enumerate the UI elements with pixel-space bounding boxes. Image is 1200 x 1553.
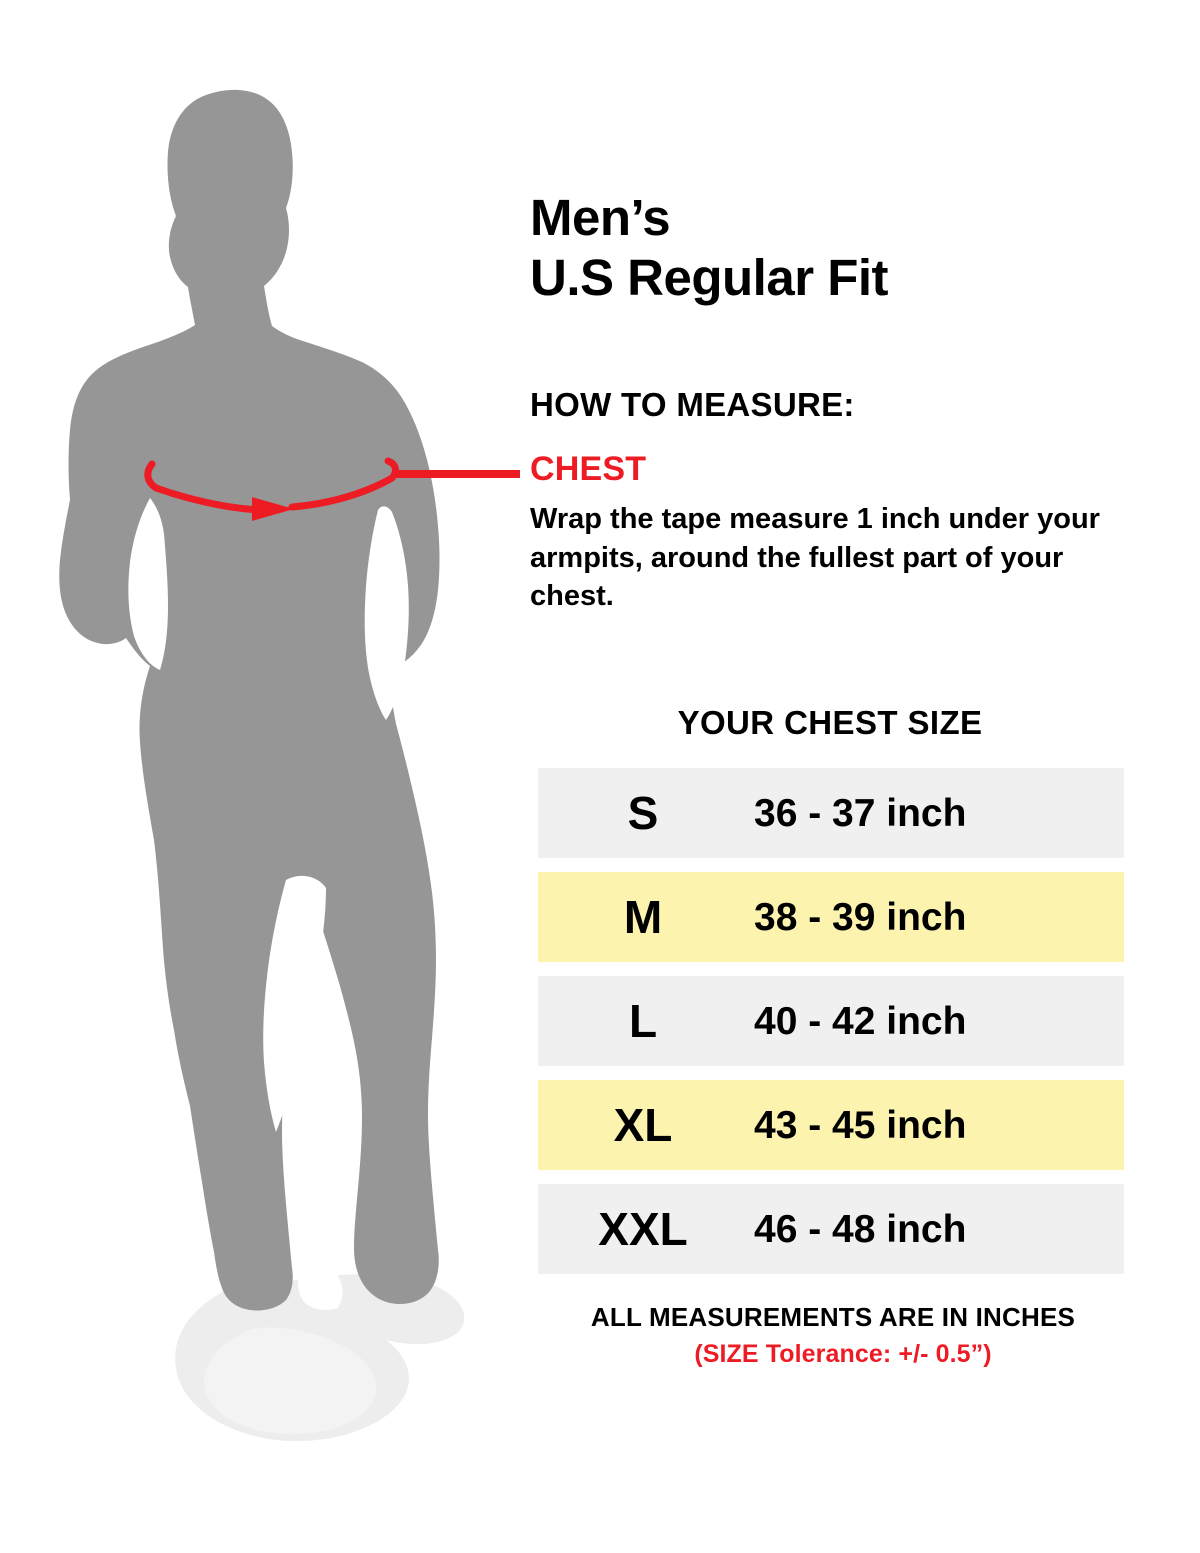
size-label: S [627,787,659,839]
size-value: 38 - 39 inch [754,895,967,939]
size-table: S 36 - 37 inch M 38 - 39 inch L 40 - 42 … [538,768,1124,1288]
size-value: 43 - 45 inch [754,1103,967,1147]
page-title: Men’s U.S Regular Fit [530,188,1150,308]
table-row: XXL 46 - 48 inch [538,1184,1124,1274]
how-to-measure-description: Wrap the tape measure 1 inch under your … [530,503,1100,613]
size-label: L [628,995,658,1047]
size-value: 40 - 42 inch [754,999,967,1043]
table-row: L 40 - 42 inch [538,976,1124,1066]
content-panel: Men’s U.S Regular Fit HOW TO MEASURE: CH… [525,0,1165,1553]
chest-measure-arrow [144,457,520,514]
chest-measure-label: CHEST [530,450,647,488]
figure-shadow [175,1274,465,1442]
table-row: XL 43 - 45 inch [538,1080,1124,1170]
size-label: XXL [598,1203,688,1255]
how-to-measure-heading: HOW TO MEASURE: [530,386,855,423]
size-label: M [623,891,663,943]
table-row: S 36 - 37 inch [538,768,1124,858]
title-line-1: Men’s [530,189,671,246]
male-body-silhouette [59,89,520,1442]
table-row: M 38 - 39 inch [538,872,1124,962]
size-value: 36 - 37 inch [754,791,967,835]
title-line-2: U.S Regular Fit [530,249,889,307]
silhouette-body [59,89,440,1311]
chest-arrow-head [252,497,294,521]
size-table-heading: YOUR CHEST SIZE [677,704,983,741]
size-label: XL [613,1099,673,1151]
size-value: 46 - 48 inch [754,1207,967,1251]
measurements-note: ALL MEASUREMENTS ARE IN INCHES [590,1302,1076,1332]
size-tolerance-note: (SIZE Tolerance: +/- 0.5”) [694,1340,992,1368]
illustration-panel [0,0,520,1553]
